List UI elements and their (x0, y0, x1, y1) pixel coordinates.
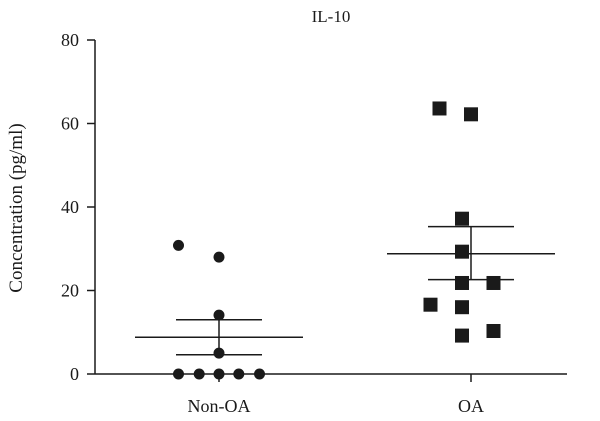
x-tick-label: Non-OA (188, 396, 251, 416)
data-point-circle (254, 368, 265, 380)
data-point-square (455, 244, 469, 259)
x-axis-ticks: Non-OA OA (188, 374, 484, 416)
chart-title: IL-10 (312, 7, 351, 26)
data-point-circle (233, 368, 245, 380)
y-tick-label: 0 (70, 364, 79, 384)
data-points (173, 101, 501, 380)
data-point-square (455, 275, 469, 290)
y-tick-label: 20 (61, 281, 79, 301)
data-point-square (455, 300, 469, 315)
data-point-square (455, 211, 469, 226)
y-tick-label: 80 (61, 30, 79, 50)
data-point-square (455, 328, 469, 343)
data-point-circle (173, 239, 184, 251)
data-point-square (486, 275, 501, 290)
data-point-circle (213, 251, 225, 263)
y-tick-label: 60 (61, 114, 79, 134)
data-point-circle (213, 309, 225, 321)
y-axis-label: Concentration (pg/ml) (6, 123, 27, 292)
y-axis-ticks: 0 20 40 60 80 (61, 30, 95, 384)
data-point-circle (213, 368, 225, 380)
data-point-circle (173, 368, 184, 380)
data-point-square (432, 101, 447, 116)
data-point-square (464, 107, 478, 122)
x-tick-label: OA (458, 396, 484, 416)
data-point-circle (213, 347, 225, 359)
data-point-square (423, 297, 438, 312)
y-tick-label: 40 (61, 197, 79, 217)
data-point-circle (193, 368, 205, 380)
data-point-square (486, 323, 501, 338)
